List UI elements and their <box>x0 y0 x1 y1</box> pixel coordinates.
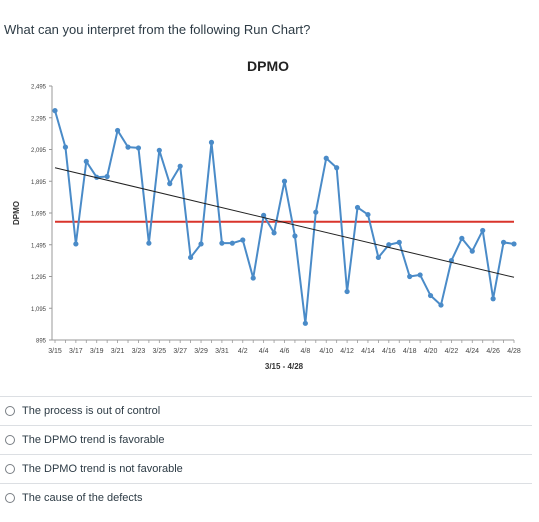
data-point <box>125 144 131 150</box>
chart-title: DPMO <box>247 58 289 74</box>
data-point <box>438 302 444 308</box>
x-tick-label: 4/18 <box>403 348 417 355</box>
data-point <box>146 240 152 246</box>
y-axis-label: DPMO <box>12 201 21 225</box>
data-point <box>156 147 162 153</box>
data-point <box>83 158 89 165</box>
answer-option-label: The process is out of control <box>22 405 161 417</box>
data-point <box>250 275 256 281</box>
data-point <box>500 239 507 245</box>
run-chart-svg: DPMO DPMO 3/15 - 4/28 2,495 2,295 2,095 1,8… <box>12 58 521 371</box>
data-point <box>354 204 361 211</box>
data-point <box>104 173 110 180</box>
y-tick-label: 2,495 <box>31 85 47 91</box>
y-tick-label: 2,295 <box>31 116 47 122</box>
x-tick-label: 3/29 <box>194 348 208 355</box>
question-text: What can you interpret from the followin… <box>4 22 311 37</box>
y-tick-label: 1,695 <box>31 212 47 218</box>
data-point <box>240 237 246 243</box>
data-point <box>480 227 486 234</box>
data-point <box>344 288 350 295</box>
answer-options: The process is out of control The DPMO tr… <box>0 396 532 512</box>
data-point <box>417 272 423 278</box>
data-point <box>73 241 79 247</box>
x-tick-label: 4/14 <box>361 348 375 355</box>
trendline <box>54 167 515 278</box>
data-point <box>365 211 371 218</box>
data-point <box>302 320 308 326</box>
x-tick-label: 3/21 <box>111 348 125 355</box>
answer-option[interactable]: The process is out of control <box>0 396 532 425</box>
data-point <box>135 145 142 151</box>
radio-button[interactable] <box>5 435 15 445</box>
y-tick-label: 1,495 <box>31 243 47 249</box>
data-point <box>167 181 173 187</box>
data-point <box>459 235 465 241</box>
x-tick-label: 4/26 <box>486 348 500 355</box>
data-point <box>292 233 298 239</box>
x-tick-label: 3/17 <box>69 348 83 355</box>
y-tick-label: 1,895 <box>31 180 47 186</box>
x-tick-label: 4/24 <box>465 348 479 355</box>
x-tick-label: 3/31 <box>215 348 229 355</box>
data-point <box>271 230 277 236</box>
x-tick-label: 3/27 <box>173 348 187 355</box>
x-tick-label: 4/4 <box>259 348 269 355</box>
radio-button[interactable] <box>5 406 15 416</box>
x-tick-label: 4/28 <box>507 348 521 355</box>
y-tick-label: 1,295 <box>31 275 47 281</box>
answer-option[interactable]: The DPMO trend is favorable <box>0 425 532 454</box>
x-tick-label: 4/2 <box>238 348 248 355</box>
answer-option-label: The DPMO trend is favorable <box>22 434 165 446</box>
answer-option[interactable]: The cause of the defects <box>0 483 532 512</box>
x-tick-label: 4/22 <box>445 348 459 355</box>
data-point <box>313 209 319 215</box>
answer-option-label: The cause of the defects <box>22 492 143 504</box>
series-layer <box>52 108 517 326</box>
data-point <box>511 241 517 247</box>
x-tick-label: 3/25 <box>153 348 167 355</box>
data-point <box>396 239 402 245</box>
data-point <box>208 139 215 145</box>
x-tick-label: 4/16 <box>382 348 396 355</box>
data-point <box>229 240 235 246</box>
data-point <box>198 241 204 247</box>
x-axis-label: 3/15 - 4/28 <box>265 362 304 371</box>
answer-option-label: The DPMO trend is not favorable <box>22 463 183 475</box>
data-point <box>427 292 434 299</box>
y-tick-label: 1,095 <box>31 307 47 313</box>
data-point <box>281 178 288 184</box>
x-tick-label: 4/20 <box>424 348 438 355</box>
data-point <box>114 127 121 134</box>
x-tick-label: 4/10 <box>319 348 333 355</box>
data-point <box>375 254 381 261</box>
data-point <box>386 242 392 248</box>
run-chart: DPMO DPMO 3/15 - 4/28 2,495 2,295 2,095 1,8… <box>0 50 539 380</box>
x-tick-label: 4/8 <box>300 348 310 355</box>
data-point <box>490 296 496 302</box>
radio-button[interactable] <box>5 464 15 474</box>
y-tick-label: 2,095 <box>31 148 47 154</box>
data-point <box>334 165 340 171</box>
radio-button[interactable] <box>5 493 15 503</box>
x-tick-label: 3/23 <box>132 348 146 355</box>
series-line <box>54 110 515 325</box>
x-tick-label: 3/15 <box>48 348 62 355</box>
data-point <box>62 144 69 150</box>
y-tick-label: 895 <box>36 339 47 345</box>
x-tick-label: 4/6 <box>280 348 290 355</box>
x-tick-label: 3/19 <box>90 348 104 355</box>
axes: 2,495 2,295 2,095 1,895 1,695 1,495 1,295 1,095… <box>31 85 521 356</box>
x-tick-label: 4/12 <box>340 348 354 355</box>
answer-option[interactable]: The DPMO trend is not favorable <box>0 454 532 483</box>
trendline-layer <box>54 167 515 278</box>
data-point <box>323 155 329 161</box>
data-point <box>469 248 475 254</box>
data-point <box>52 108 58 114</box>
data-point <box>407 273 413 280</box>
data-point <box>261 212 267 218</box>
data-point <box>188 254 194 261</box>
data-point <box>177 163 183 169</box>
data-point <box>219 240 225 246</box>
